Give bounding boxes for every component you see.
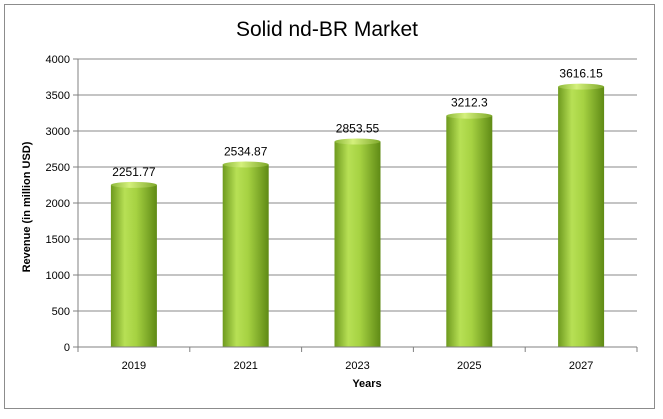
bar-2019	[110, 184, 157, 347]
y-tick-label: 1000	[46, 270, 70, 282]
bars	[110, 83, 605, 347]
y-tick-label: 0	[64, 342, 70, 354]
x-tick-label: 2021	[233, 360, 257, 372]
bar-2025	[446, 115, 493, 347]
bar-cap	[110, 181, 157, 188]
bar-cap	[558, 83, 605, 90]
chart-title: Solid nd-BR Market	[236, 18, 418, 41]
x-tick-label: 2025	[457, 360, 481, 372]
y-axis-ticks: 0 500 1000 1500 2000 2500 3000 3500 4000	[46, 54, 78, 354]
bar-2021	[222, 164, 269, 347]
x-tick-label: 2023	[345, 360, 369, 372]
data-label: 3212.3	[451, 96, 488, 110]
bar-cap	[334, 138, 381, 145]
data-label: 2853.55	[336, 122, 380, 136]
bar-2023	[334, 141, 381, 347]
x-axis-label: Years	[352, 378, 381, 390]
y-tick-label: 2000	[46, 198, 70, 210]
bar-2027	[558, 86, 605, 347]
chart-frame: Solid nd-BR Market 0 500 1000 1500 2000 2500 3…	[4, 4, 655, 409]
data-label: 2251.77	[112, 165, 156, 179]
data-label: 3616.15	[559, 67, 603, 81]
y-tick-label: 2500	[46, 162, 70, 174]
data-label: 2534.87	[224, 144, 268, 158]
y-tick-label: 4000	[46, 54, 70, 66]
y-axis-label: Revenue (in million USD)	[21, 141, 33, 272]
x-axis-ticks: 2019 2021 2023 2025 2027	[77, 347, 638, 372]
y-tick-label: 1500	[46, 234, 70, 246]
bar-chart: Solid nd-BR Market 0 500 1000 1500 2000 2500 3…	[21, 18, 638, 390]
y-tick-label: 3500	[46, 90, 70, 102]
data-labels: 2251.77 2534.87 2853.55 3212.3 3616.15	[112, 67, 603, 179]
bar-cap	[446, 112, 493, 119]
y-tick-label: 500	[52, 306, 70, 318]
y-tick-label: 3000	[46, 126, 70, 138]
bar-cap	[222, 161, 269, 168]
x-tick-label: 2027	[569, 360, 593, 372]
x-tick-label: 2019	[122, 360, 146, 372]
